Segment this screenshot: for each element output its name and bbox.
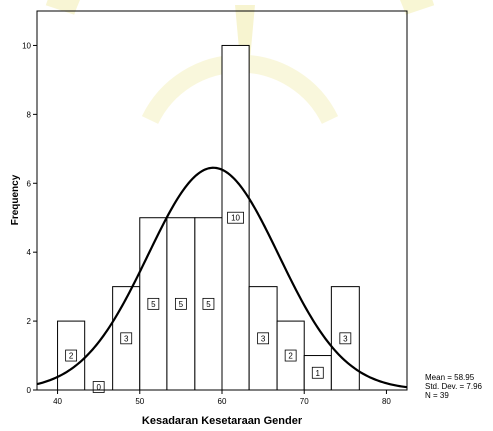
bar-count-box (147, 297, 160, 310)
bar-count-label: 3 (343, 334, 348, 343)
stats-n: N = 39 (425, 391, 449, 400)
y-tick-label: 2 (27, 317, 32, 326)
x-tick-label: 80 (382, 397, 391, 406)
bar-count-box (311, 366, 324, 379)
bar-count-label: 3 (261, 334, 266, 343)
bar-count-label: 2 (69, 352, 74, 361)
y-axis-label: Frequency (10, 174, 21, 225)
count-labels-group: 2 0 3 5 5 5 10 3 2 1 3 (65, 211, 352, 393)
bar-count-label: 1 (316, 369, 321, 378)
bar-count-label: 5 (151, 300, 156, 309)
y-tick-label: 8 (27, 110, 32, 119)
bar-count-label: 0 (96, 383, 101, 392)
normal-curve (36, 166, 408, 389)
y-tick-label: 10 (22, 41, 31, 50)
bar-count-label: 2 (288, 352, 293, 361)
y-tick-label: 6 (27, 179, 32, 188)
bar-count-box (120, 332, 133, 345)
bar-count-box (65, 349, 78, 362)
stats-mean: Mean = 58.95 (425, 373, 475, 382)
bar-count-box (227, 211, 244, 224)
y-ticks-group: 0 2 4 6 8 10 (22, 41, 37, 395)
stats-std-dev: Std. Dev. = 7.96 (425, 382, 483, 391)
y-tick-label: 4 (27, 248, 32, 257)
bar-count-box (202, 297, 215, 310)
bar-count-box (257, 332, 270, 345)
stats-box: Mean = 58.95 Std. Dev. = 7.96 N = 39 (425, 373, 483, 400)
bar-count-box (284, 349, 297, 362)
x-tick-label: 50 (135, 397, 144, 406)
bar-count-box (174, 297, 187, 310)
x-axis-label: Kesadaran Kesetaraan Gender (142, 415, 303, 427)
x-ticks-group: 40 50 60 70 80 (53, 390, 391, 406)
y-tick-label: 0 (27, 386, 32, 395)
bar-count-label: 5 (179, 300, 184, 309)
bar-count-box (92, 381, 105, 393)
bar-count-box (339, 332, 352, 345)
bar-count-label: 10 (231, 214, 240, 223)
x-tick-label: 60 (218, 397, 227, 406)
bar-count-label: 5 (206, 300, 211, 309)
x-tick-label: 70 (300, 397, 309, 406)
x-tick-label: 40 (53, 397, 62, 406)
bar-count-label: 3 (124, 334, 129, 343)
